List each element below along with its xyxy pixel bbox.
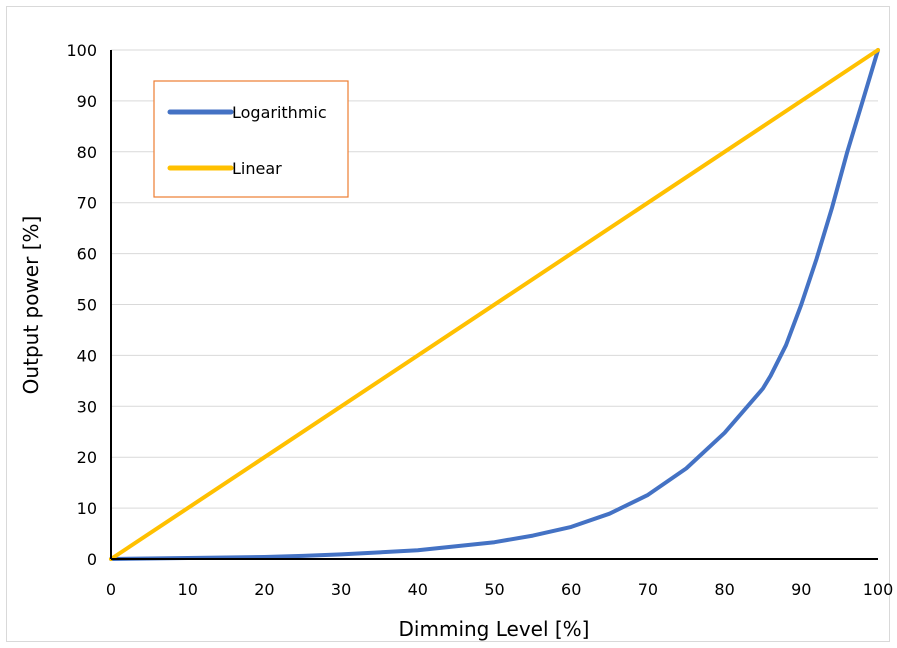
x-tick-label: 60 (561, 580, 581, 599)
x-tick-label: 30 (331, 580, 351, 599)
y-tick-label: 60 (77, 245, 97, 264)
y-tick-label: 0 (87, 550, 97, 569)
legend-label-logarithmic: Logarithmic (232, 103, 327, 122)
y-tick-label: 40 (77, 346, 97, 365)
series-layer (109, 48, 880, 561)
legend-label-linear: Linear (232, 159, 282, 178)
legend: Logarithmic Linear (153, 80, 349, 198)
y-tick-label: 80 (77, 143, 97, 162)
x-tick-label: 20 (254, 580, 274, 599)
y-tick-label: 50 (77, 296, 97, 315)
x-tick-labels: 0 10 20 30 40 50 60 70 80 90 100 (106, 580, 893, 599)
y-tick-label: 10 (77, 499, 97, 518)
y-tick-labels: 0 10 20 30 40 50 60 70 80 90 100 (66, 41, 97, 569)
y-tick-label: 70 (77, 194, 97, 213)
x-tick-label: 90 (791, 580, 811, 599)
x-axis-title: Dimming Level [%] (399, 617, 590, 641)
x-tick-label: 50 (484, 580, 504, 599)
legend-box (153, 80, 349, 198)
x-tick-label: 40 (408, 580, 428, 599)
x-tick-label: 100 (863, 580, 894, 599)
x-tick-label: 10 (178, 580, 198, 599)
y-tick-label: 90 (77, 92, 97, 111)
x-tick-label: 70 (638, 580, 658, 599)
series-line-logarithmic (109, 48, 880, 561)
chart-frame (6, 6, 890, 642)
y-axis-title: Output power [%] (19, 216, 43, 395)
y-tick-label: 30 (77, 397, 97, 416)
y-tick-label: 100 (66, 41, 97, 60)
axes (110, 50, 878, 560)
series-line-linear (109, 48, 880, 561)
x-tick-label: 0 (106, 580, 116, 599)
y-tick-label: 20 (77, 448, 97, 467)
x-tick-label: 80 (714, 580, 734, 599)
